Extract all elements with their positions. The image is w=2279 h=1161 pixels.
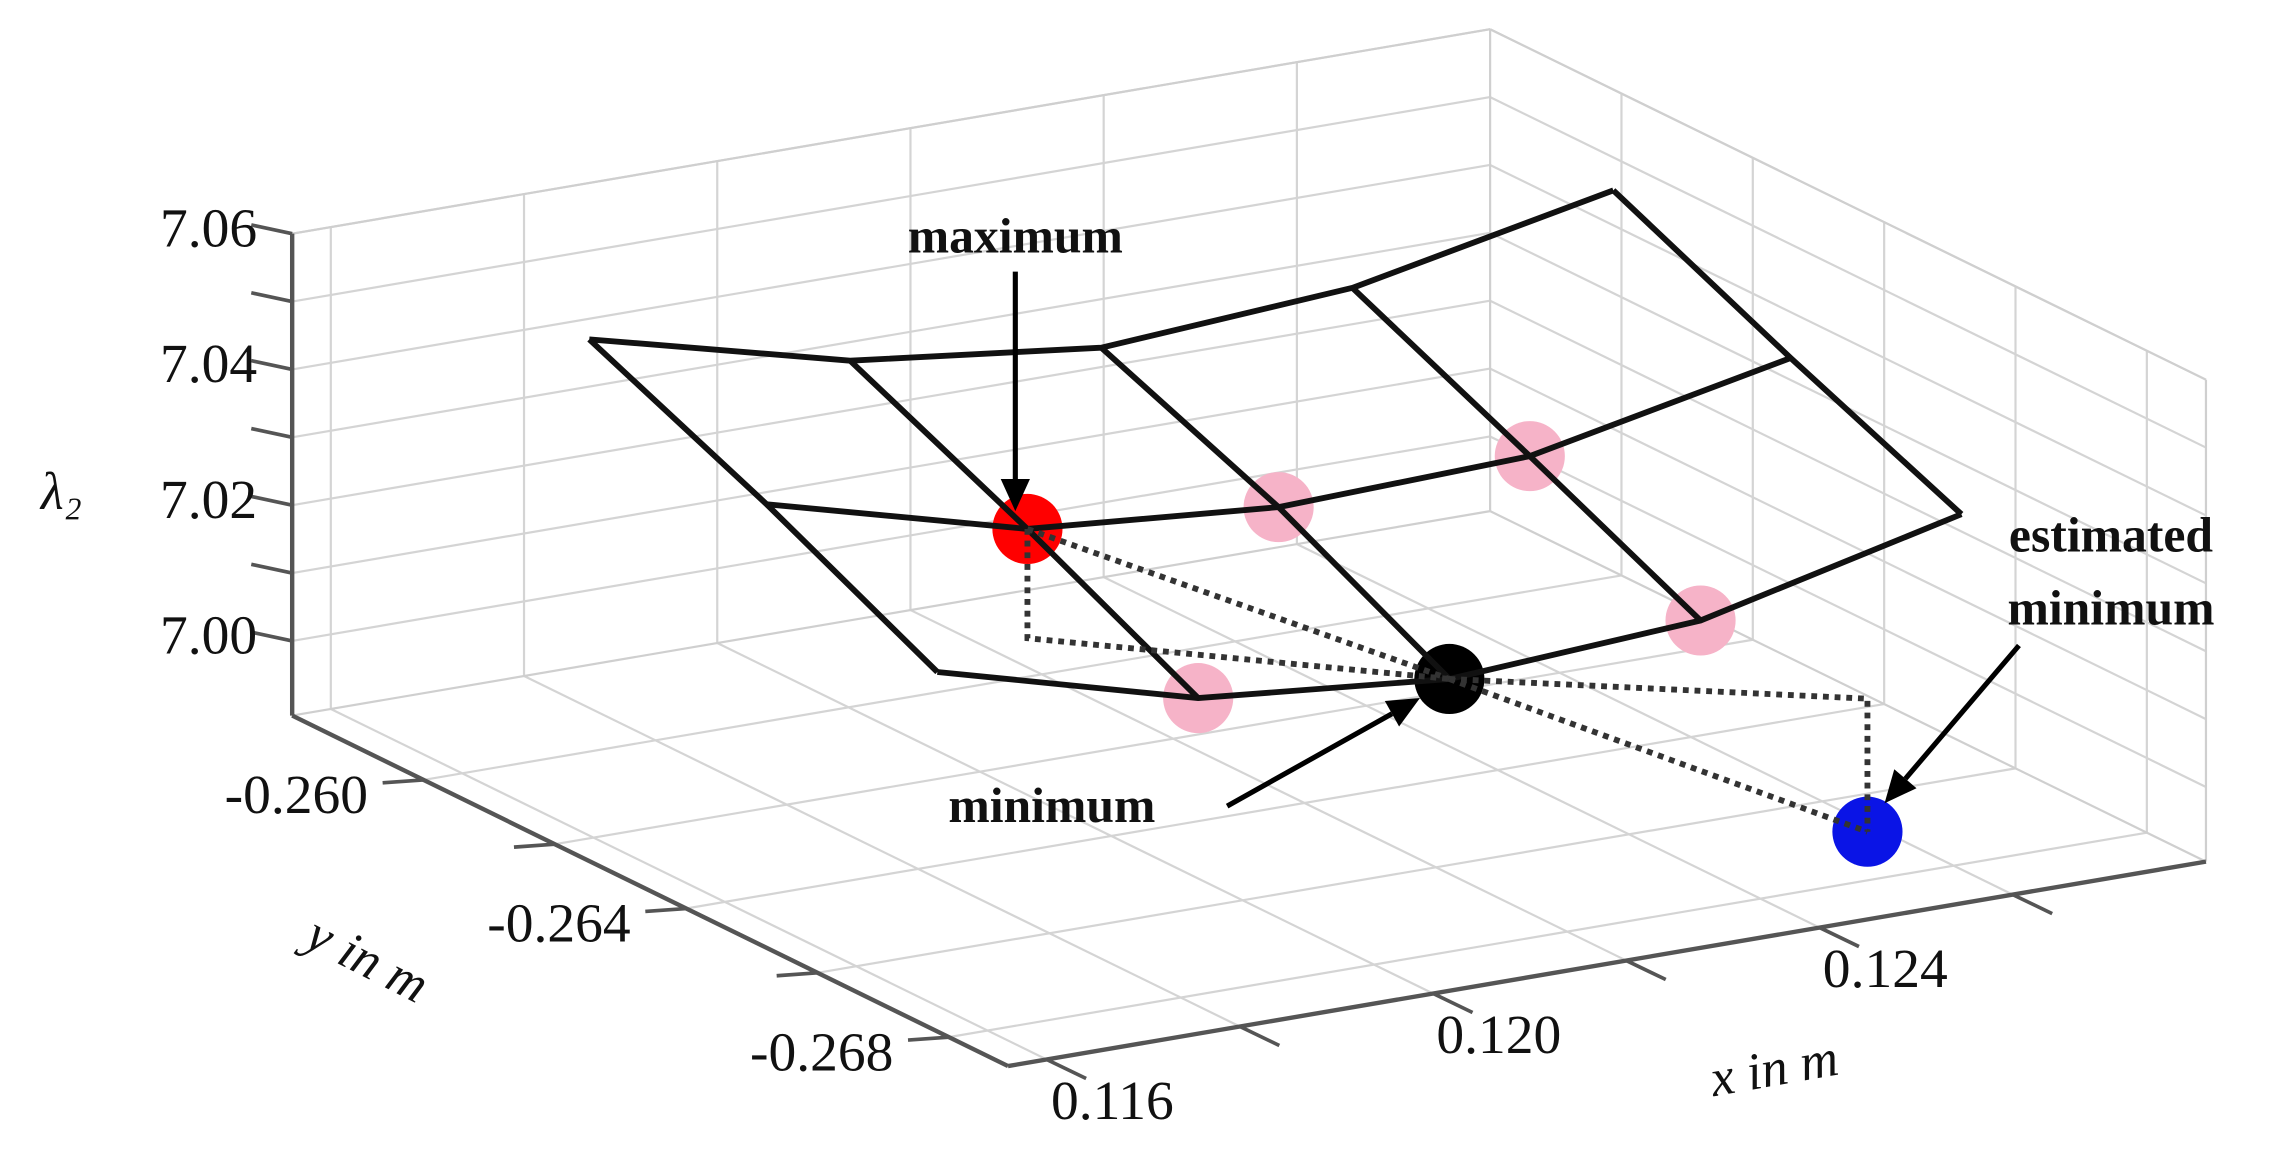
annotation: minimum xyxy=(948,778,1155,833)
z-axis-title: λ₂ xyxy=(39,463,82,521)
box-edge xyxy=(1489,510,2207,863)
grid-line xyxy=(686,702,1885,910)
z-tick xyxy=(250,290,293,304)
y-tick xyxy=(907,1035,950,1042)
grid-line xyxy=(948,831,2148,1039)
arrow-head xyxy=(1384,698,1420,727)
y-axis xyxy=(291,713,1009,1069)
grid-line xyxy=(1489,299,2207,653)
z-tick-label: 7.02 xyxy=(160,470,257,531)
surface-line xyxy=(1611,188,1964,517)
z-tick-label: 7.04 xyxy=(160,334,257,395)
y-tick xyxy=(382,778,424,785)
annotation: estimated xyxy=(2009,508,2214,563)
z-tick xyxy=(250,494,293,507)
grid-line xyxy=(291,231,1491,439)
x-tick-label: 0.120 xyxy=(1436,1005,1561,1066)
guide-line xyxy=(1448,676,1869,835)
y-tick xyxy=(776,971,818,978)
box-edge xyxy=(1489,28,2207,381)
arrow-head xyxy=(1884,769,1917,804)
grid-line xyxy=(291,367,1491,575)
z-tick xyxy=(250,426,293,440)
x-tick xyxy=(1432,991,1474,1015)
x-tick xyxy=(1818,925,1860,949)
box-edge xyxy=(291,28,1491,235)
guide-line xyxy=(1449,676,1871,832)
y-tick-label: -0.268 xyxy=(750,1022,893,1083)
grid-line xyxy=(554,638,1753,846)
annotation: maximum xyxy=(908,208,1123,263)
x-axis xyxy=(1007,859,2207,1069)
x-tick-label: 0.116 xyxy=(1051,1071,1174,1132)
guide-line xyxy=(1024,528,1450,682)
grid-line xyxy=(1103,576,1821,929)
grid-line xyxy=(817,767,2016,974)
annotation: minimum xyxy=(2008,581,2215,636)
y-tick xyxy=(513,842,556,849)
grid-line xyxy=(1489,435,2207,788)
surface-line xyxy=(1350,285,1703,623)
grid-line xyxy=(716,642,1434,995)
y-tick xyxy=(645,906,687,914)
guide-line xyxy=(1026,526,1451,682)
z-tick xyxy=(250,630,293,643)
z-tick xyxy=(250,223,293,236)
grid-line xyxy=(291,435,1491,643)
grid-line xyxy=(523,675,1241,1028)
grid-line xyxy=(1489,96,2207,449)
z-tick xyxy=(250,358,293,372)
x-tick xyxy=(2011,892,2053,916)
surface-line xyxy=(587,337,940,675)
box-edge xyxy=(291,510,1491,717)
annotation-arrow xyxy=(1225,711,1394,809)
y-tick-label: -0.264 xyxy=(487,894,630,955)
z-tick-label: 7.00 xyxy=(160,606,257,667)
z-tick-label: 7.06 xyxy=(160,198,257,259)
grid-line xyxy=(330,708,1048,1061)
arrow-head xyxy=(1000,479,1030,512)
y-tick-label: -0.260 xyxy=(225,765,368,826)
x-tick xyxy=(1239,1024,1281,1048)
z-tick xyxy=(250,562,293,575)
x-tick-label: 0.124 xyxy=(1823,939,1948,1000)
surface-line xyxy=(1099,345,1452,682)
grid-line xyxy=(291,96,1491,303)
grid-line xyxy=(291,163,1491,371)
grid-line xyxy=(1489,163,2207,517)
x-tick xyxy=(1045,1057,1087,1081)
x-tick xyxy=(1625,958,1667,982)
annotation-arrow xyxy=(1903,643,2021,781)
